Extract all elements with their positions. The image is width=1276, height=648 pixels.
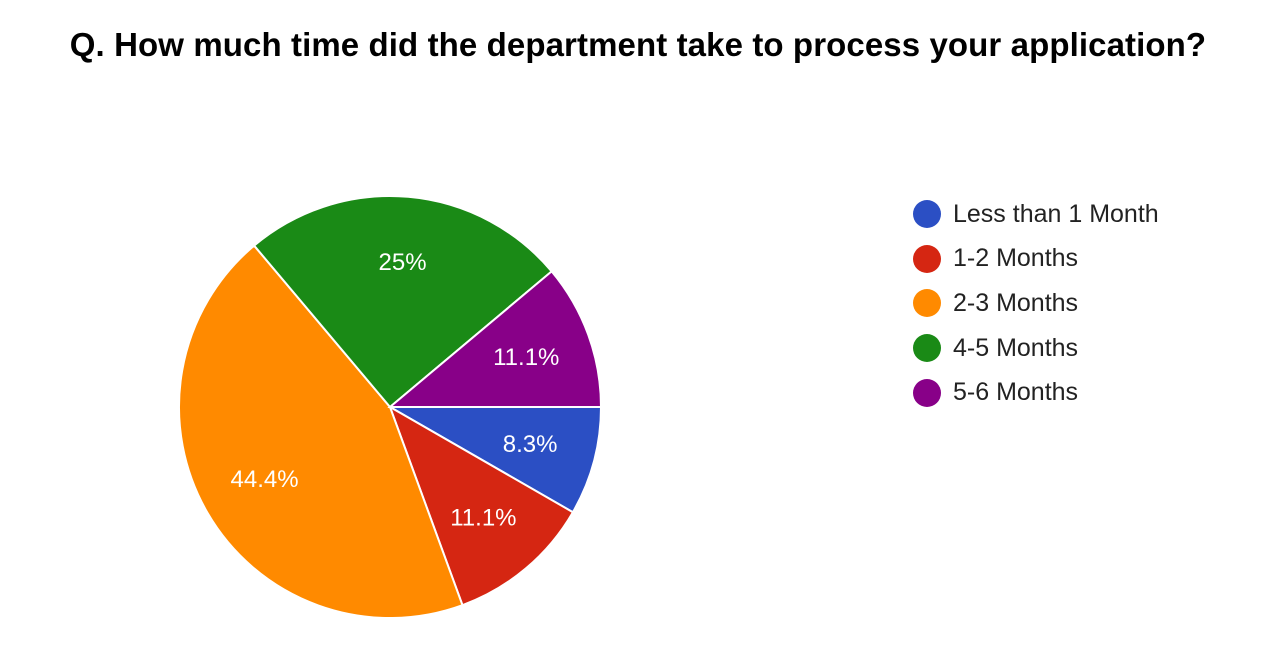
legend-item: 1-2 Months [913, 237, 1159, 282]
legend-swatch [913, 200, 941, 229]
legend-item: Less than 1 Month [913, 192, 1159, 237]
legend-swatch [913, 244, 941, 273]
pie-slices [178, 195, 603, 619]
slice-label: 11.1% [493, 344, 559, 371]
legend-label: 2-3 Months [953, 288, 1079, 317]
legend-swatch [913, 378, 941, 407]
chart-title: Q. How much time did the department take… [69, 26, 1207, 63]
slice-label: 8.3% [503, 431, 558, 458]
legend-item: 4-5 Months [913, 326, 1159, 371]
slice-label: 44.4% [231, 466, 299, 493]
chart-legend: Less than 1 Month 1-2 Months 2-3 Months 4-5… [913, 192, 1159, 415]
pie-slice-1-2-months [388, 404, 575, 607]
slice-label: 11.1% [450, 504, 516, 531]
legend-label: 5-6 Months [953, 378, 1079, 407]
pie-slice-4-5-months [252, 195, 554, 409]
pie-slice-less-than-1-month [386, 406, 603, 514]
legend-label: 1-2 Months [953, 244, 1079, 273]
legend-item: 2-3 Months [913, 281, 1159, 326]
legend-swatch [913, 289, 941, 318]
legend-label: Less than 1 Month [953, 199, 1159, 228]
slice-label: 25% [379, 249, 427, 276]
pie-slice-labels: 8.3% 11.1% 44.4% 25% 11.1% [231, 249, 560, 531]
legend-label: 4-5 Months [953, 333, 1079, 362]
legend-swatch [913, 334, 941, 363]
pie-slice-2-3-months [178, 244, 464, 619]
pie-slice-5-6-months [387, 269, 603, 408]
legend-item: 5-6 Months [913, 370, 1159, 415]
